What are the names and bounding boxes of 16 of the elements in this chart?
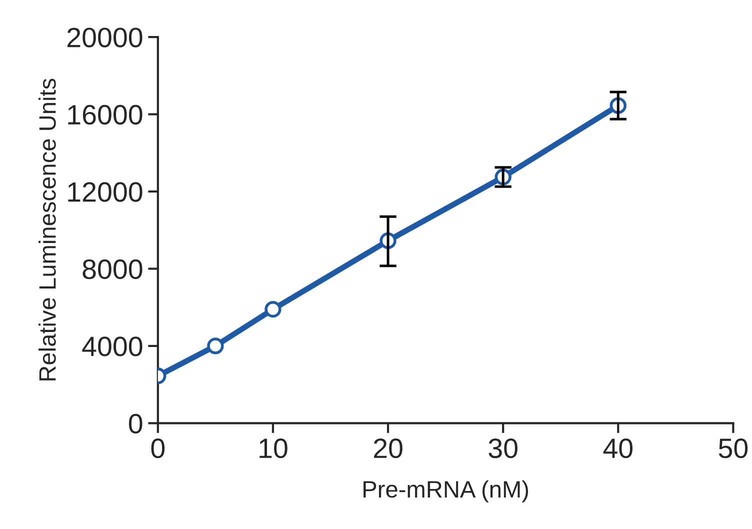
x-tick-label: 20 (374, 438, 402, 458)
point (264, 300, 282, 318)
y-tick-label: 4000 (82, 336, 142, 356)
y-tick-label: 0 (128, 414, 142, 434)
y-tick-label: 20000 (68, 28, 142, 48)
y-tick-label: 8000 (82, 259, 142, 280)
y-axis-title: Relative Luminescence Units (38, 78, 56, 380)
x-tick-label: 30 (488, 438, 518, 458)
y-tick-label: 16000 (68, 104, 142, 125)
x-axis-title: Pre-mRNA (nM) (364, 480, 528, 502)
x-tick-label: 10 (260, 438, 288, 458)
x-tick-label: 40 (603, 438, 633, 458)
x-tick-label: 50 (718, 438, 748, 458)
y-tick-label: 12000 (68, 182, 142, 202)
point (207, 338, 224, 354)
x-tick-label: 0 (151, 438, 165, 458)
